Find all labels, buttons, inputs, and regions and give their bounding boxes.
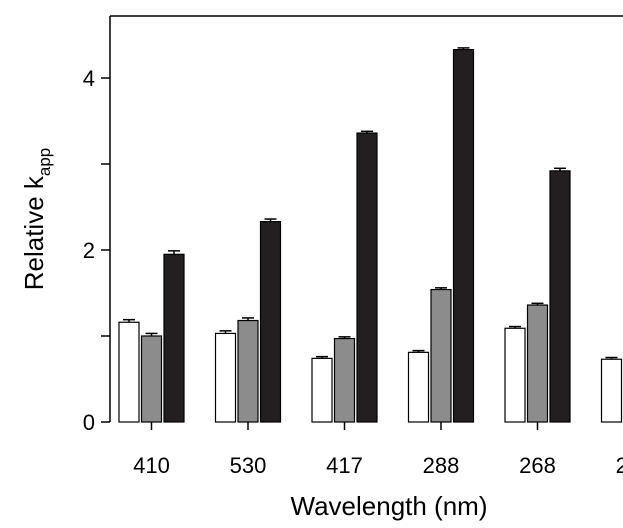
bar xyxy=(333,337,356,423)
bar xyxy=(504,327,526,423)
x-tick-label: 288 xyxy=(423,453,460,478)
y-axis-ticks: 0 2 4 xyxy=(83,66,110,435)
y-axis-title: Relative kapp xyxy=(19,148,54,291)
x-axis-title: Wavelength (nm) xyxy=(291,491,488,521)
x-tick-label: 268 xyxy=(519,453,556,478)
bar xyxy=(452,49,475,423)
bar xyxy=(549,170,571,423)
bar xyxy=(259,221,282,423)
x-tick-label: 410 xyxy=(133,453,170,478)
bar xyxy=(526,304,549,423)
x-tick-label: 530 xyxy=(230,453,267,478)
bar xyxy=(140,335,163,423)
bar-series-group xyxy=(118,47,623,423)
bar xyxy=(407,351,430,423)
bar xyxy=(237,319,259,423)
y-tick-label: 4 xyxy=(83,66,95,91)
bar xyxy=(214,332,237,423)
x-tick-label: 417 xyxy=(326,453,363,478)
bar xyxy=(311,357,333,423)
bar xyxy=(600,358,623,423)
x-axis-ticks: 410 530 417 288 268 222 xyxy=(133,422,623,478)
plot-frame xyxy=(109,15,623,422)
y-tick-label: 0 xyxy=(83,410,95,435)
y-axis-title-subscript: app xyxy=(35,148,54,176)
x-tick-label: 222 xyxy=(616,453,623,478)
y-axis-title-main: Relative k xyxy=(19,175,49,290)
bar xyxy=(163,253,185,423)
bar xyxy=(356,132,378,423)
bar xyxy=(430,288,452,423)
bar xyxy=(118,321,140,423)
y-tick-label: 2 xyxy=(83,238,95,263)
